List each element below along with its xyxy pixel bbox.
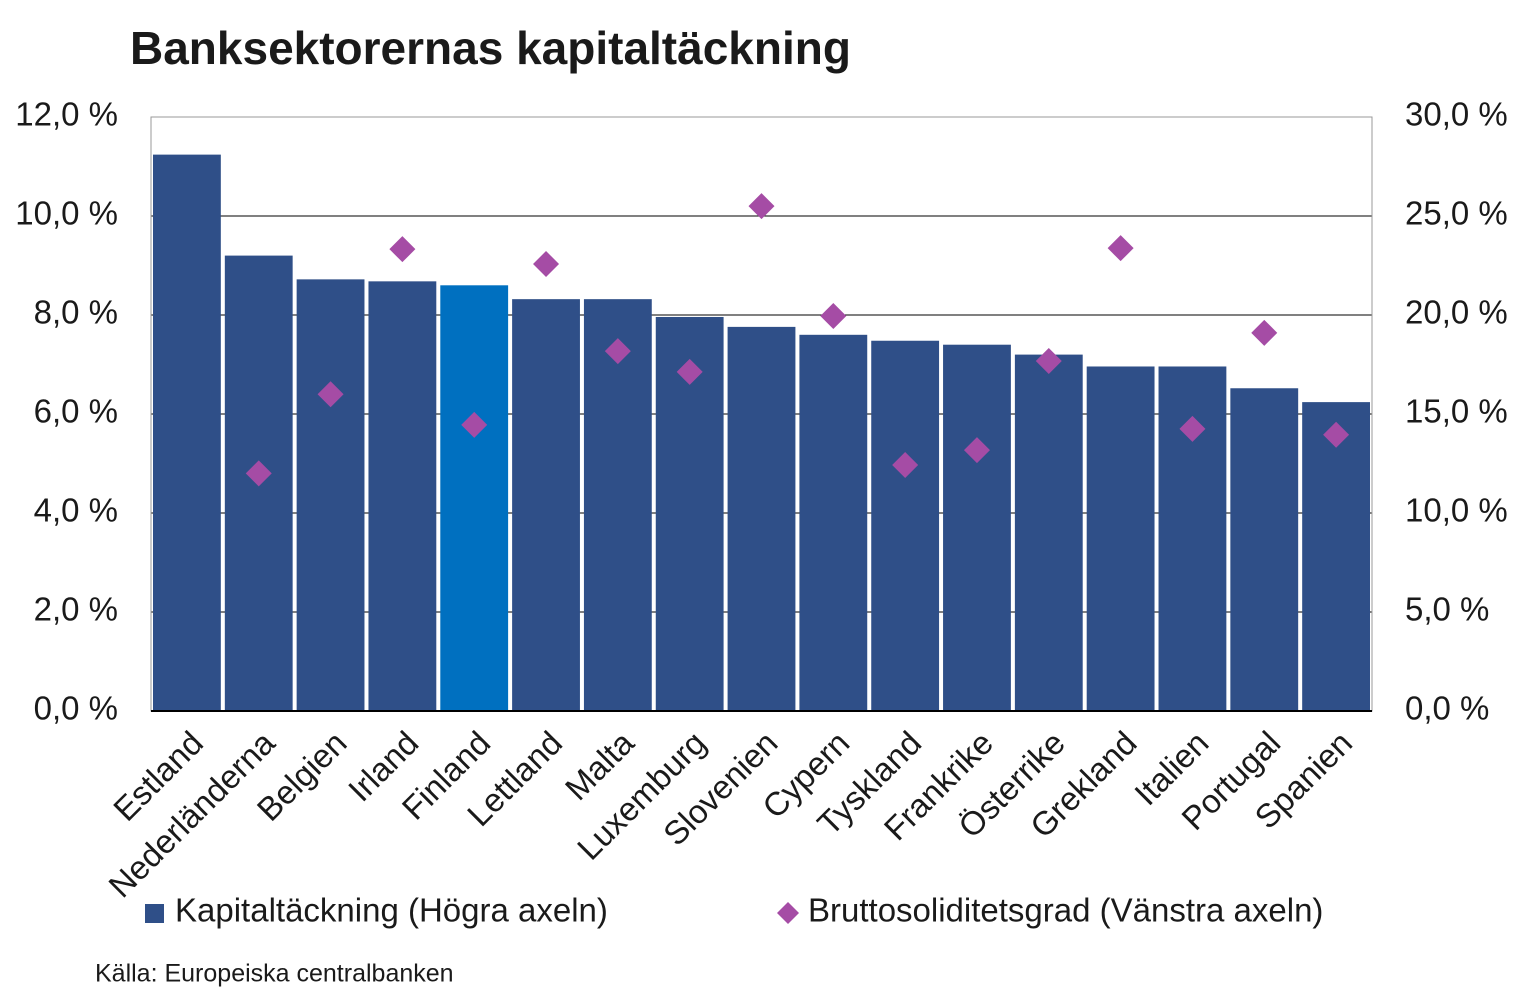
bar [512, 299, 580, 711]
bar [799, 334, 868, 711]
diamond-marker [604, 338, 631, 365]
diamond-marker [1107, 235, 1134, 262]
diamond-marker [1179, 415, 1206, 442]
diamond-marker [1323, 421, 1350, 448]
y2-tick-label: 20,0 % [1405, 294, 1508, 331]
bar [1230, 388, 1299, 711]
bar [943, 344, 1011, 711]
diamond-marker [461, 411, 488, 438]
bar [1014, 354, 1083, 711]
y-tick-label: 0,0 % [34, 690, 118, 727]
y-tick-label: 8,0 % [34, 294, 118, 331]
diamond-marker [676, 358, 703, 385]
y-tick-label: 2,0 % [34, 591, 118, 628]
y2-tick-label: 10,0 % [1405, 492, 1508, 529]
diamond-marker [245, 460, 272, 487]
diamond-marker [1035, 348, 1062, 375]
diamond-marker [389, 236, 416, 263]
y-tick-label: 10,0 % [15, 195, 118, 232]
bar [153, 154, 221, 711]
bar [1086, 366, 1155, 711]
bar [727, 326, 796, 711]
diamond-marker [533, 251, 560, 278]
diamond-marker [963, 437, 990, 464]
y2-tick-label: 5,0 % [1405, 591, 1489, 628]
diamond-marker [820, 302, 847, 329]
diamond-marker [317, 381, 344, 408]
bar [583, 299, 652, 711]
diamond-marker [892, 451, 919, 478]
source-note: Källa: Europeiska centralbanken [95, 960, 454, 988]
bar [871, 340, 940, 711]
chart-title: Banksektorernas kapitaltäckning [130, 22, 851, 74]
legend-swatch [777, 902, 799, 924]
y-tick-label: 6,0 % [34, 393, 118, 430]
bar [368, 281, 437, 711]
diamond-marker [1251, 319, 1278, 346]
bar [1302, 402, 1370, 711]
legend-label: Bruttosoliditetsgrad (Vänstra axeln) [808, 892, 1323, 929]
diamond-marker [748, 193, 775, 220]
legend-swatch [145, 904, 164, 923]
legend-label: Kapitaltäckning (Högra axeln) [175, 892, 608, 929]
y2-tick-label: 30,0 % [1405, 96, 1508, 133]
bar [296, 279, 365, 711]
y2-tick-label: 25,0 % [1405, 195, 1508, 232]
y-tick-label: 12,0 % [15, 96, 118, 133]
y2-tick-label: 15,0 % [1405, 393, 1508, 430]
y2-tick-label: 0,0 % [1405, 690, 1489, 727]
bar [440, 285, 509, 711]
y-tick-label: 4,0 % [34, 492, 118, 529]
